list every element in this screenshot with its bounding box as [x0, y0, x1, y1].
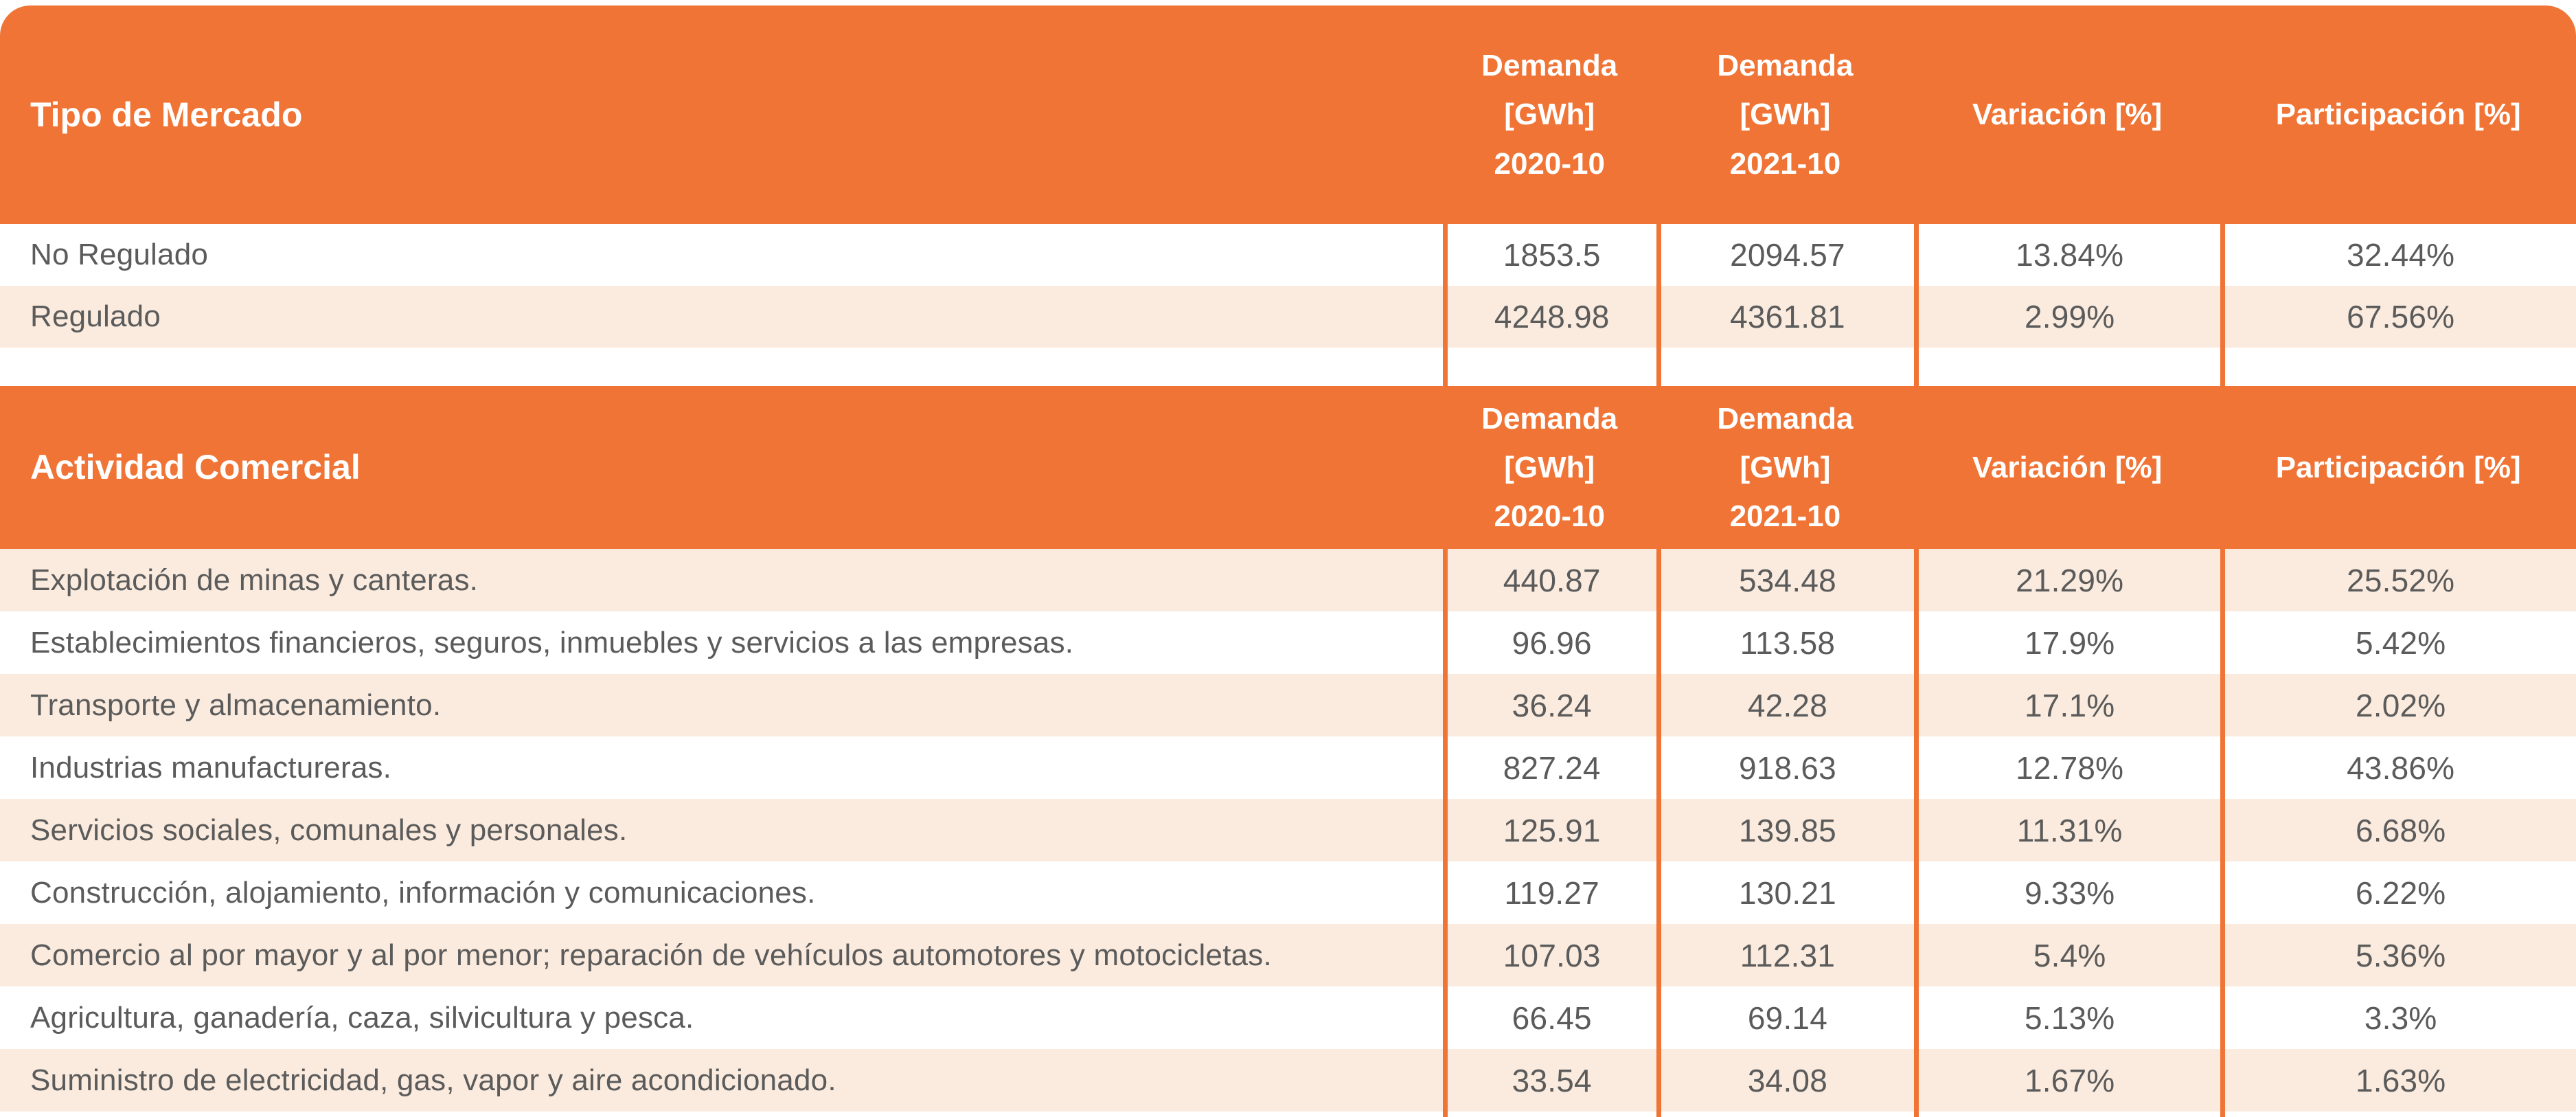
table-row: Explotación de minas y canteras. 440.87 53…	[0, 549, 2576, 611]
row-value: 5.42%	[2220, 611, 2576, 674]
row-value: 5.13%	[1913, 986, 2220, 1049]
row-value: 1853.5	[1442, 224, 1656, 286]
row-label: Explotación de minas y canteras.	[30, 563, 479, 597]
row-value: 21.29%	[1913, 549, 2220, 611]
row-value: 4361.81	[1656, 286, 1914, 348]
row-value: 6.68%	[2220, 799, 2576, 861]
table-row: Comercio al por mayor y al por menor; re…	[0, 924, 2576, 986]
row-value: 2.99%	[1913, 286, 2220, 348]
row-label: Transporte y almacenamiento.	[30, 688, 442, 722]
row-value: 34.08	[1656, 1049, 1914, 1112]
column-header-participacion: Participación [%]	[2275, 450, 2521, 484]
table-row: No Regulado 1853.5 2094.57 13.84% 32.44%	[0, 224, 2576, 286]
row-value: 2094.57	[1656, 224, 1914, 286]
row-value: 2.02%	[2220, 674, 2576, 736]
market-table-rows: No Regulado 1853.5 2094.57 13.84% 32.44% Regu…	[0, 224, 2576, 348]
table-spacer	[0, 348, 2576, 386]
column-header-demanda-2020: Demanda [GWh] 2020-10	[1481, 49, 1618, 181]
column-header-demanda-2021: Demanda [GWh] 2021-10	[1717, 49, 1854, 181]
row-value: 125.91	[1442, 799, 1656, 861]
row-value: 440.87	[1442, 549, 1656, 611]
row-value: 42.28	[1656, 674, 1914, 736]
row-value: 17.9%	[1913, 611, 2220, 674]
row-value: 827.24	[1442, 736, 1656, 799]
table-row: Industrias manufactureras. 827.24 918.63 12…	[0, 736, 2576, 799]
row-value: 6.22%	[2220, 861, 2576, 924]
table-bottom-strip	[0, 1112, 2576, 1117]
row-value: 25.52%	[2220, 549, 2576, 611]
table-row: Transporte y almacenamiento. 36.24 42.28 17…	[0, 674, 2576, 736]
row-value: 36.24	[1442, 674, 1656, 736]
row-value: 43.86%	[2220, 736, 2576, 799]
table-row: Servicios sociales, comunales y personal…	[0, 799, 2576, 861]
row-value: 13.84%	[1913, 224, 2220, 286]
row-label: Construcción, alojamiento, información y…	[30, 875, 816, 910]
row-value: 3.3%	[2220, 986, 2576, 1049]
row-label: Regulado	[30, 300, 161, 333]
row-value: 1.63%	[2220, 1049, 2576, 1112]
row-value: 33.54	[1442, 1049, 1656, 1112]
row-value: 9.33%	[1913, 861, 2220, 924]
row-value: 130.21	[1656, 861, 1914, 924]
row-value: 113.58	[1656, 611, 1914, 674]
row-value: 107.03	[1442, 924, 1656, 986]
column-header-participacion: Participación [%]	[2275, 98, 2521, 132]
row-value: 12.78%	[1913, 736, 2220, 799]
row-value: 96.96	[1442, 611, 1656, 674]
row-value: 5.36%	[2220, 924, 2576, 986]
row-label: Establecimientos financieros, seguros, i…	[30, 625, 1074, 659]
row-label: No Regulado	[30, 238, 209, 271]
row-value: 5.4%	[1913, 924, 2220, 986]
column-header-demanda-2021: Demanda [GWh] 2021-10	[1717, 401, 1854, 534]
column-header-variacion: Variación [%]	[1972, 98, 2163, 132]
row-value: 67.56%	[2220, 286, 2576, 348]
row-label: Agricultura, ganadería, caza, silvicultu…	[30, 1000, 694, 1035]
row-value: 11.31%	[1913, 799, 2220, 861]
row-label: Servicios sociales, comunales y personal…	[30, 813, 628, 847]
column-header-variacion: Variación [%]	[1972, 450, 2163, 484]
table-row: Agricultura, ganadería, caza, silvicultu…	[0, 986, 2576, 1049]
row-value: 112.31	[1656, 924, 1914, 986]
row-value: 918.63	[1656, 736, 1914, 799]
table-row: Construcción, alojamiento, información y…	[0, 861, 2576, 924]
row-value: 69.14	[1656, 986, 1914, 1049]
table-row: Regulado 4248.98 4361.81 2.99% 67.56%	[0, 286, 2576, 348]
row-value: 32.44%	[2220, 224, 2576, 286]
column-header-demanda-2020: Demanda [GWh] 2020-10	[1481, 401, 1618, 534]
market-table-header: Tipo de Mercado Demanda [GWh] 2020-10 De…	[0, 5, 2576, 224]
row-value: 4248.98	[1442, 286, 1656, 348]
row-label: Comercio al por mayor y al por menor; re…	[30, 938, 1272, 972]
row-label: Industrias manufactureras.	[30, 750, 392, 785]
activity-table-rows: Explotación de minas y canteras. 440.87 53…	[0, 549, 2576, 1112]
row-value: 66.45	[1442, 986, 1656, 1049]
row-value: 1.67%	[1913, 1049, 2220, 1112]
activity-table-header: Actividad Comercial Demanda [GWh] 2020-1…	[0, 386, 2576, 549]
row-value: 534.48	[1656, 549, 1914, 611]
activity-table-title: Actividad Comercial	[30, 448, 361, 486]
row-value: 17.1%	[1913, 674, 2220, 736]
table-row: Suministro de electricidad, gas, vapor y…	[0, 1049, 2576, 1112]
row-value: 119.27	[1442, 861, 1656, 924]
table-row: Establecimientos financieros, seguros, i…	[0, 611, 2576, 674]
row-value: 139.85	[1656, 799, 1914, 861]
row-label: Suministro de electricidad, gas, vapor y…	[30, 1063, 836, 1097]
market-table-title: Tipo de Mercado	[30, 95, 303, 134]
